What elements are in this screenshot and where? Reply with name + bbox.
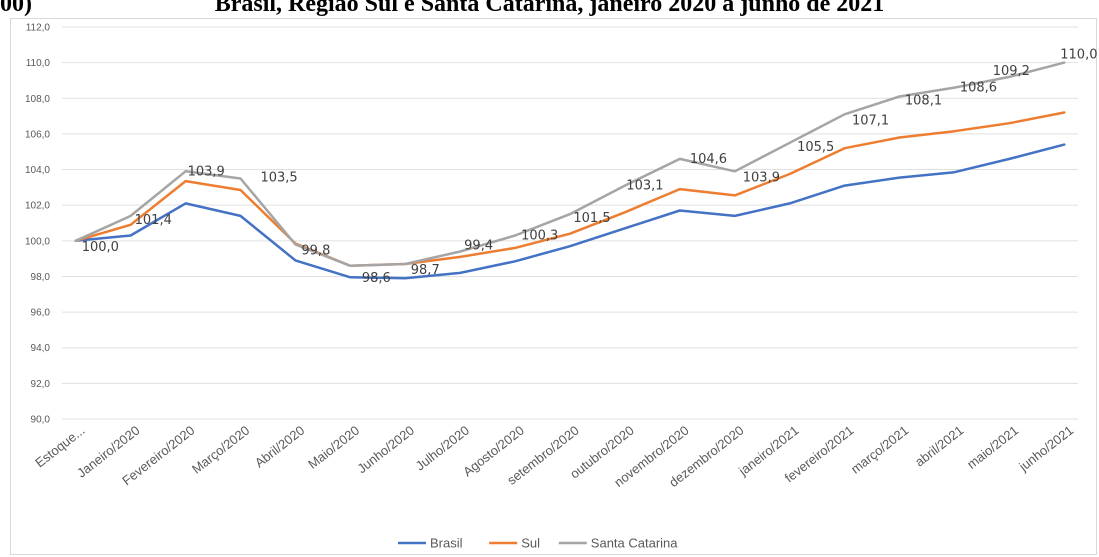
series-line bbox=[74, 111, 1066, 268]
data-label: 103,5 bbox=[260, 170, 297, 185]
y-tick-label: 100,0 bbox=[25, 236, 50, 247]
series-line bbox=[74, 143, 1066, 280]
y-tick-label: 94,0 bbox=[31, 343, 51, 354]
data-label: 108,1 bbox=[905, 93, 942, 108]
data-label: 103,1 bbox=[626, 179, 663, 194]
y-tick-label: 108,0 bbox=[25, 94, 50, 105]
y-tick-label: 92,0 bbox=[31, 379, 51, 390]
x-tick-label: março/2021 bbox=[848, 423, 911, 477]
x-tick-label: Abril/2020 bbox=[252, 423, 307, 471]
y-tick-label: 110,0 bbox=[26, 58, 51, 69]
data-label: 99,4 bbox=[464, 239, 493, 254]
data-label: 101,4 bbox=[135, 213, 172, 228]
data-label: 104,6 bbox=[690, 152, 727, 167]
data-label: 101,5 bbox=[573, 211, 610, 226]
x-tick-label: Março/2020 bbox=[189, 423, 252, 477]
data-label: 100,0 bbox=[82, 240, 119, 255]
data-label: 103,9 bbox=[743, 170, 780, 185]
legend-label: Santa Catarina bbox=[591, 536, 678, 551]
data-label: 98,6 bbox=[362, 271, 391, 286]
data-label: 99,8 bbox=[301, 243, 330, 258]
legend-label: Brasil bbox=[430, 536, 463, 551]
series-line bbox=[74, 61, 1066, 268]
chart-title: 00) Brasil, Região Sul e Santa Catarina, … bbox=[0, 0, 1099, 18]
x-tick-label: Estoque... bbox=[32, 423, 87, 471]
chart-title-prefix: 00) bbox=[0, 0, 32, 17]
x-tick-label: abril/2021 bbox=[912, 423, 966, 470]
x-tick-label: maio/2021 bbox=[964, 423, 1021, 472]
chart-title-text: Brasil, Região Sul e Santa Catarina, jan… bbox=[214, 0, 885, 17]
y-tick-label: 90,0 bbox=[31, 415, 51, 426]
data-label: 103,9 bbox=[188, 164, 225, 179]
y-tick-label: 102,0 bbox=[25, 201, 50, 212]
x-tick-label: junho/2021 bbox=[1015, 423, 1076, 475]
data-label: 100,3 bbox=[521, 228, 558, 243]
data-label: 105,5 bbox=[797, 140, 834, 155]
y-tick-label: 98,0 bbox=[31, 272, 51, 283]
x-tick-label: Junho/2020 bbox=[354, 423, 417, 477]
chart-frame bbox=[10, 18, 1097, 555]
y-tick-label: 104,0 bbox=[25, 165, 50, 176]
legend-label: Sul bbox=[521, 536, 540, 551]
y-tick-label: 106,0 bbox=[25, 129, 50, 140]
y-tick-label: 96,0 bbox=[31, 308, 51, 319]
data-label: 109,2 bbox=[993, 64, 1030, 79]
data-label: 98,7 bbox=[411, 263, 440, 278]
data-label: 107,1 bbox=[852, 113, 889, 128]
data-label: 110,0 bbox=[1060, 48, 1097, 63]
y-tick-label: 112,0 bbox=[26, 23, 51, 34]
data-label: 108,6 bbox=[960, 81, 997, 96]
